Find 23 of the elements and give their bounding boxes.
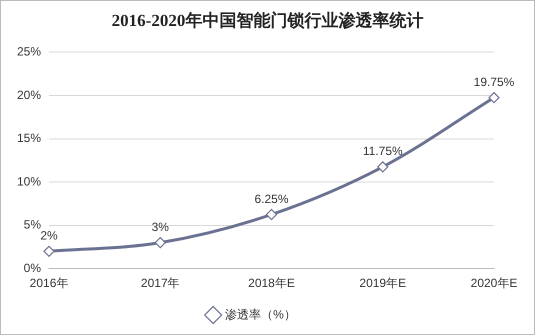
- data-label: 2%: [40, 228, 58, 243]
- x-tick-label: 2020年E: [470, 276, 518, 290]
- point: [488, 92, 500, 104]
- y-tick-label: 5%: [24, 218, 42, 232]
- data-label: 6.25%: [254, 192, 289, 206]
- data-label: 3%: [152, 220, 170, 234]
- y-tick-label: 25%: [16, 44, 42, 59]
- point: [377, 161, 388, 172]
- point: [43, 246, 55, 257]
- chart-title: 2016-2020年中国智能门锁行业渗透率统计: [110, 10, 424, 32]
- y-tick-label: 20%: [16, 88, 42, 102]
- x-tick-label: 2017年: [140, 276, 180, 290]
- legend-label: 渗透率（%）: [225, 307, 296, 322]
- x-tick-label: 2018年E: [248, 276, 295, 290]
- x-tick-label: 2016年: [30, 276, 68, 290]
- point: [266, 208, 278, 220]
- y-tick-label: 10%: [16, 174, 42, 188]
- y-tick-label: 15%: [16, 131, 42, 146]
- data-label: 11.75%: [362, 144, 403, 158]
- x-tick-label: 2019年E: [359, 276, 406, 290]
- point: [154, 237, 166, 248]
- y-tick-label: 0%: [24, 260, 42, 275]
- data-label: 19.75%: [474, 74, 515, 89]
